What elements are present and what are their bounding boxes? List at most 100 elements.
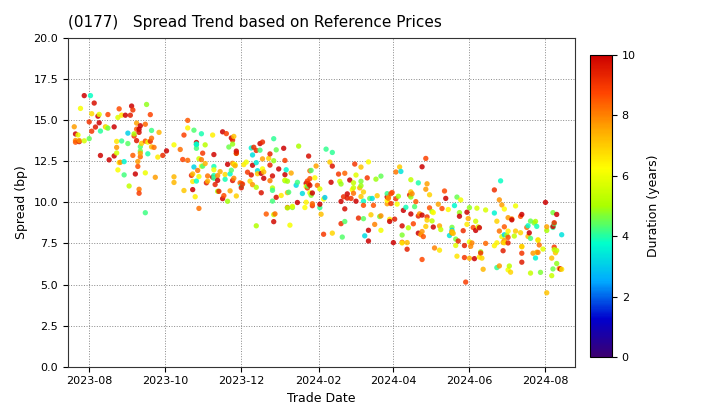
Point <box>474 224 485 231</box>
Point <box>353 215 364 221</box>
Point <box>113 159 125 166</box>
Point <box>94 111 105 118</box>
Point <box>506 216 518 223</box>
Point <box>409 203 420 210</box>
Point <box>304 182 315 189</box>
Point <box>145 127 157 134</box>
Point <box>354 184 366 191</box>
Point <box>336 234 348 240</box>
Point <box>424 192 436 198</box>
Point <box>498 239 510 246</box>
Point <box>254 147 266 154</box>
Point <box>140 121 151 128</box>
Point <box>188 127 199 134</box>
Point <box>421 213 433 220</box>
Point <box>118 171 130 178</box>
Point <box>234 179 246 186</box>
Point <box>152 154 163 160</box>
Point <box>225 171 236 177</box>
Point <box>530 255 541 261</box>
Point <box>227 177 238 184</box>
Point <box>454 213 465 220</box>
Point <box>554 265 565 272</box>
Point <box>426 208 438 215</box>
Point <box>130 171 141 177</box>
Point <box>246 144 257 151</box>
Point <box>208 172 220 179</box>
Point <box>413 213 424 219</box>
Point <box>153 129 165 136</box>
Point <box>420 223 431 230</box>
Point <box>179 187 190 194</box>
Point <box>318 231 329 238</box>
Point <box>523 229 535 236</box>
Point <box>187 178 199 185</box>
Point <box>469 255 480 262</box>
Point <box>70 139 81 146</box>
Point <box>135 150 146 157</box>
Point <box>282 205 293 211</box>
Point <box>127 152 139 159</box>
Point <box>346 186 358 193</box>
Point <box>246 171 257 178</box>
Point <box>266 185 278 192</box>
Point <box>471 205 482 212</box>
Point <box>279 177 291 184</box>
Point <box>394 164 405 171</box>
Point <box>464 255 475 262</box>
Point <box>358 198 369 205</box>
Point <box>280 166 292 173</box>
Point <box>433 223 445 229</box>
Point <box>395 168 407 175</box>
Point <box>392 201 403 207</box>
Point <box>446 224 458 231</box>
Point <box>193 155 204 162</box>
Point <box>372 192 383 199</box>
Point <box>258 175 269 182</box>
Point <box>480 240 492 247</box>
Point <box>310 163 322 169</box>
Point <box>350 172 361 178</box>
Point <box>355 193 366 200</box>
Point <box>148 144 160 151</box>
Point <box>397 239 408 246</box>
Point <box>462 215 474 222</box>
Point <box>68 123 80 130</box>
Point <box>227 137 238 144</box>
Point <box>413 230 424 236</box>
Point <box>229 163 240 169</box>
Point <box>390 195 402 202</box>
Point <box>247 152 258 158</box>
Point <box>416 163 428 170</box>
Point <box>475 249 487 255</box>
Point <box>446 227 458 234</box>
Point <box>433 247 445 254</box>
Point <box>90 123 102 130</box>
Point <box>128 131 140 137</box>
Point <box>168 173 180 180</box>
Point <box>132 163 143 170</box>
Point <box>187 171 199 177</box>
Point <box>315 211 327 218</box>
Point <box>140 170 151 176</box>
Point <box>385 190 397 197</box>
Point <box>109 152 120 159</box>
Point <box>551 260 562 267</box>
Point <box>429 244 441 251</box>
Point <box>135 122 146 129</box>
Point <box>355 178 366 185</box>
Point <box>86 110 97 117</box>
Point <box>131 126 143 132</box>
Point <box>145 111 156 118</box>
Point <box>264 177 276 184</box>
Point <box>94 119 105 126</box>
Point <box>382 194 394 201</box>
Point <box>443 206 454 213</box>
Point <box>207 132 218 139</box>
Point <box>401 246 413 252</box>
Point <box>341 191 353 197</box>
Point <box>302 185 313 192</box>
Point <box>494 228 505 234</box>
Point <box>314 204 325 211</box>
Point <box>78 92 90 99</box>
